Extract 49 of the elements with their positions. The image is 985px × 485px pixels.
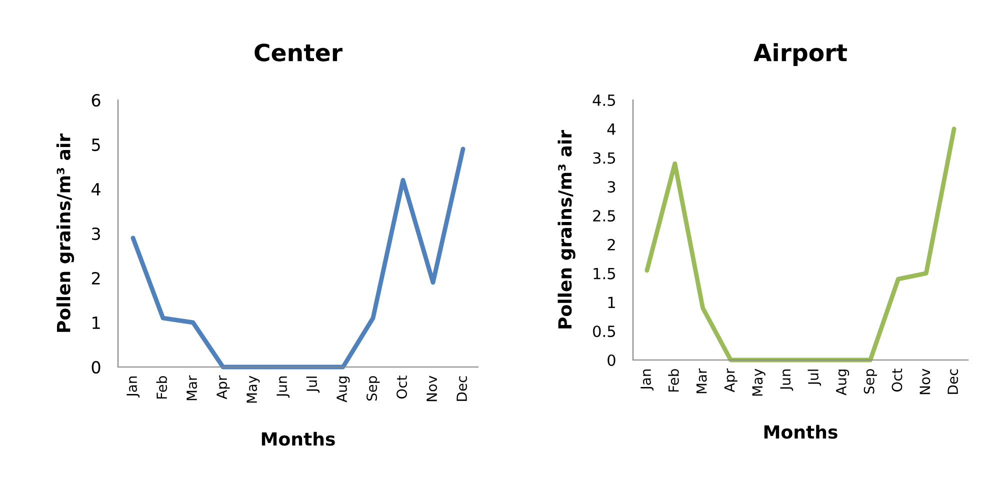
y-tick-label: 3 [92, 227, 100, 240]
y-tick-label: 0 [608, 354, 616, 366]
y-tick-label: 4 [607, 124, 616, 135]
x-tick-label: Mar [186, 375, 198, 400]
y-tick-label: 2 [608, 238, 615, 250]
y-tick-label: 2.5 [593, 210, 615, 222]
y-tick-label: 0.5 [593, 326, 615, 338]
x-axis-title: Months [262, 432, 335, 446]
y-tick-label: 1 [608, 296, 615, 308]
x-tick-label: Sep [366, 376, 380, 401]
x-tick-label: Mar [696, 368, 707, 394]
y-tick-label: 4 [92, 183, 100, 196]
x-tick-label: Dec [948, 369, 958, 394]
y-tick-label: 5 [92, 138, 100, 152]
y-tick-label: 2 [92, 272, 100, 284]
x-tick-label: Jun [276, 376, 290, 398]
x-tick-label: Feb [668, 369, 679, 392]
x-tick-label: Jan [640, 370, 654, 390]
x-tick-label: Jun [780, 370, 794, 391]
x-tick-label: May [752, 368, 766, 396]
x-tick-label: Oct [892, 368, 902, 392]
chart-title: Airport [754, 43, 847, 66]
x-tick-label: Nov [426, 376, 438, 402]
x-tick-label: Sep [864, 369, 878, 394]
x-tick-label: Nov [920, 368, 930, 394]
x-tick-label: Oct [396, 376, 408, 399]
line-series [644, 126, 956, 362]
x-tick-label: Aug [336, 376, 350, 402]
x-tick-label: Feb [156, 376, 168, 399]
x-axis-title: Months [764, 424, 838, 439]
line-series [130, 146, 466, 370]
x-tick-label: Apr [724, 368, 738, 392]
y-tick-label: 1.5 [594, 268, 615, 280]
y-tick-label: 4.5 [592, 94, 615, 106]
x-tick-label: Aug [836, 370, 850, 396]
x-tick-label: Jan [126, 376, 140, 398]
chart-title: Center [254, 44, 342, 62]
y-axis-title: Pollen grains/m³ air [56, 134, 74, 332]
y-tick-label: 0 [92, 360, 100, 374]
x-tick-label: Jul [808, 370, 822, 386]
y-tick-label: 3 [608, 181, 616, 193]
x-tick-label: May [246, 376, 260, 403]
y-tick-label: 6 [92, 94, 100, 107]
y-tick-label: 1 [92, 316, 100, 329]
x-tick-label: Jul [306, 376, 320, 393]
x-tick-label: Apr [216, 375, 230, 400]
x-tick-label: Dec [456, 376, 468, 401]
y-axis-title: Pollen grains/m³ air [558, 130, 576, 328]
y-tick-label: 3.5 [593, 152, 615, 164]
